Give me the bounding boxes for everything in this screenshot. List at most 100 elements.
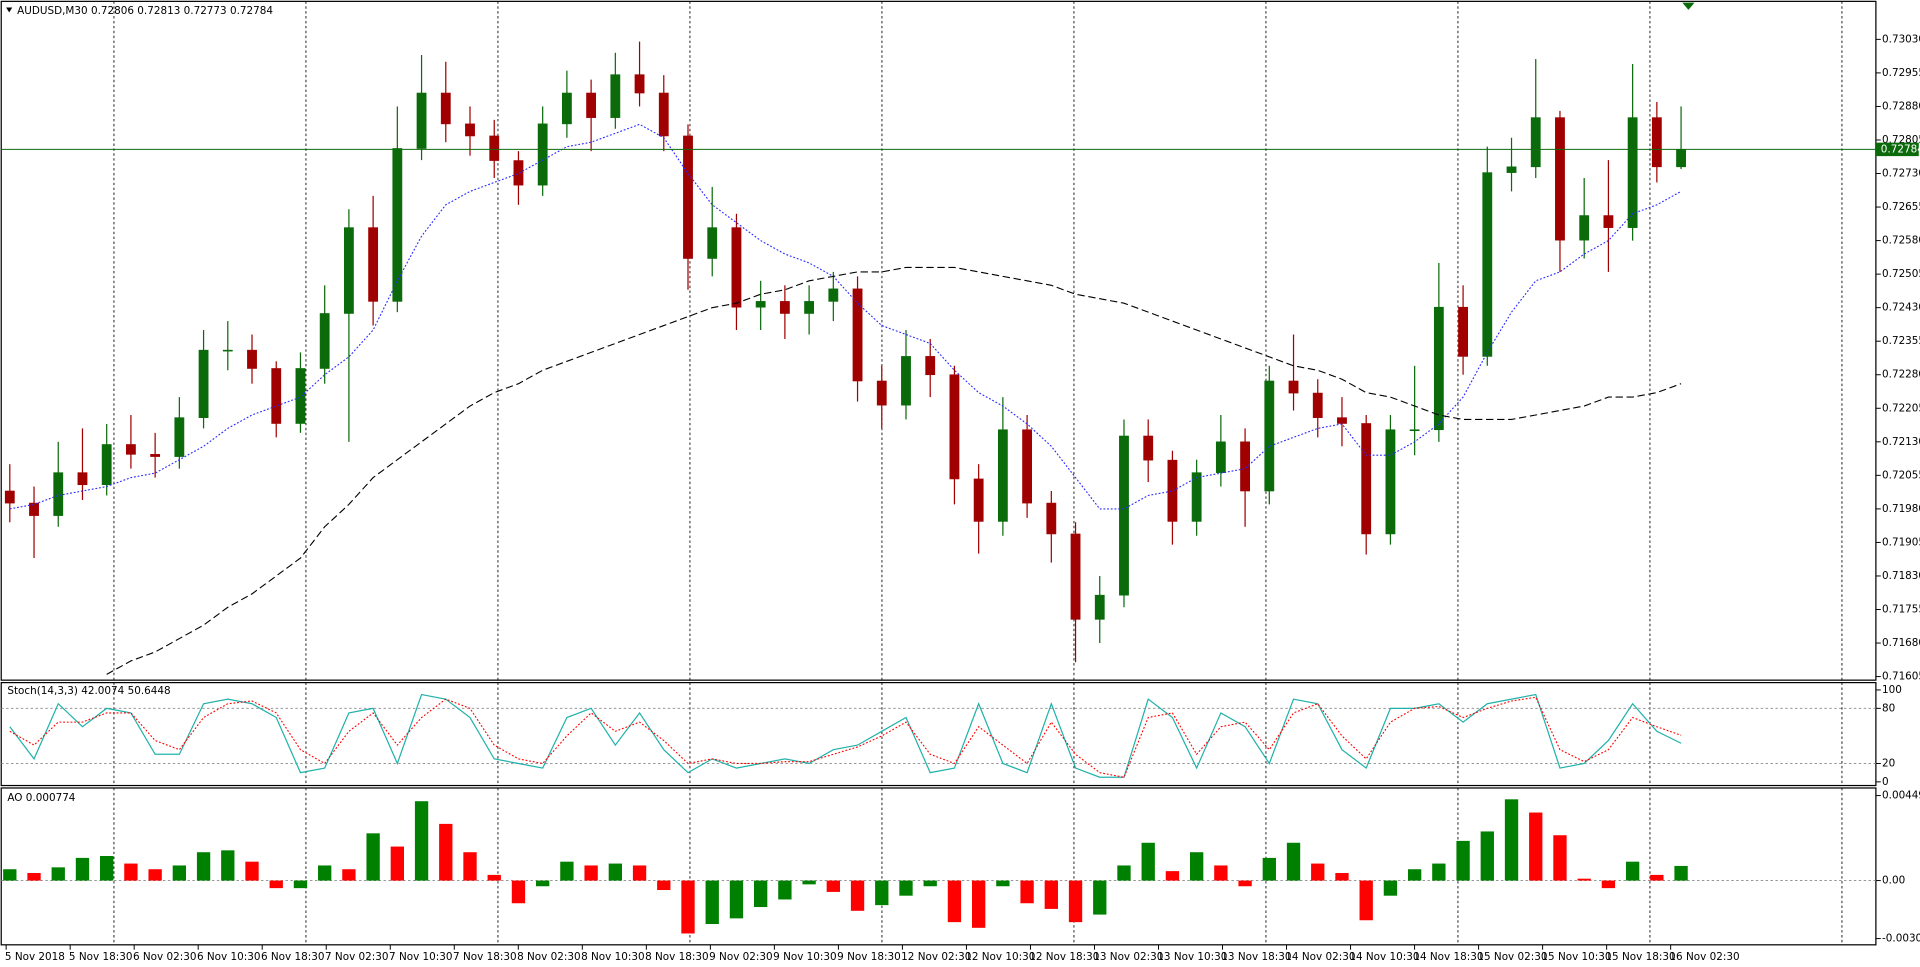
candle-body: [1240, 441, 1250, 492]
y-tick-label: -0.00307: [1882, 933, 1920, 945]
ao-bar: [1601, 880, 1616, 889]
y-tick-label: 0.004498: [1882, 790, 1920, 802]
candle-body: [1167, 459, 1178, 522]
candle-body: [440, 92, 451, 125]
candle-body: [271, 368, 282, 424]
ao-bar: [1359, 880, 1373, 921]
x-tick-label: 9 Nov 02:30: [709, 951, 773, 963]
ao-bar: [1311, 863, 1325, 881]
y-tick-label: 0.72655: [1882, 201, 1920, 213]
candle-body: [658, 92, 669, 137]
ao-bar: [632, 865, 647, 881]
candle-body: [150, 454, 161, 457]
x-tick-label: 15 Nov 10:30: [1541, 951, 1611, 963]
candle-body: [416, 92, 427, 149]
candle-body: [1506, 166, 1517, 173]
x-tick-label: 8 Nov 02:30: [517, 951, 581, 963]
ao-bar: [1068, 880, 1083, 923]
candle-body: [247, 349, 257, 369]
candle-body: [876, 380, 887, 406]
ao-bar: [1480, 831, 1494, 881]
candle-body: [1555, 117, 1565, 241]
ao-bar: [1238, 880, 1252, 887]
y-tick-label: 0.71755: [1882, 604, 1920, 616]
candle-body: [513, 160, 524, 186]
ao-bar: [729, 880, 744, 919]
ao-bar: [923, 880, 937, 887]
candle-body: [1482, 172, 1493, 357]
y-tick-label: 0.72955: [1882, 67, 1920, 79]
ao-bar: [875, 880, 889, 906]
y-tick-label: 0.71605: [1882, 671, 1920, 683]
ao-bar: [1432, 863, 1446, 881]
ao-bar: [3, 869, 17, 881]
candle-body: [537, 123, 548, 186]
x-tick-label: 13 Nov 18:30: [1221, 951, 1291, 963]
ao-bar: [1625, 861, 1640, 881]
ao-bar: [293, 880, 308, 889]
x-tick-label: 14 Nov 02:30: [1285, 951, 1355, 963]
ao-bar: [245, 861, 259, 881]
candle-body: [29, 502, 39, 516]
y-tick-label: 0.71905: [1882, 536, 1920, 548]
candle-body: [804, 301, 815, 314]
x-tick-label: 5 Nov 18:30: [69, 951, 133, 963]
candle-body: [1337, 417, 1347, 424]
candle-body: [1579, 215, 1590, 241]
x-tick-label: 7 Nov 10:30: [389, 951, 453, 963]
x-tick-label: 5 Nov 2018: [5, 951, 65, 963]
ao-bar: [1674, 865, 1688, 881]
candle-body: [1119, 435, 1129, 596]
ao-bar: [754, 880, 768, 908]
candle-body: [295, 368, 306, 424]
candle-body: [1264, 380, 1275, 492]
ao-bar: [1141, 842, 1155, 881]
ao-bar: [608, 863, 622, 881]
y-tick-label: 0.72055: [1882, 469, 1920, 481]
ao-bar: [487, 874, 501, 881]
ao-bar: [1383, 880, 1398, 896]
y-tick-label: 0.73030: [1882, 33, 1920, 45]
price-title: AUDUSD,M30 0.72806 0.72813 0.72773 0.727…: [17, 5, 273, 17]
candle-body: [683, 135, 693, 259]
x-tick-label: 8 Nov 18:30: [645, 951, 709, 963]
x-tick-label: 8 Nov 10:30: [581, 951, 645, 963]
candle-body: [949, 374, 960, 480]
ao-bar: [342, 869, 356, 881]
x-tick-label: 7 Nov 02:30: [325, 951, 389, 963]
candle-body: [319, 313, 330, 369]
candle-body: [586, 92, 597, 118]
ao-bar: [100, 856, 114, 881]
y-tick-label: 0.00: [1882, 875, 1905, 887]
candle-body: [4, 490, 15, 504]
candle-body: [1191, 472, 1202, 522]
candle-body: [997, 429, 1008, 522]
ao-bar: [1504, 799, 1519, 881]
stoch-title: Stoch(14,3,3) 42.0074 50.6448: [7, 685, 170, 697]
ao-bar: [826, 880, 840, 892]
x-tick-label: 16 Nov 02:30: [1669, 951, 1739, 963]
y-tick-label: 100: [1882, 684, 1902, 696]
ao-bar: [850, 880, 865, 911]
candle-body: [489, 135, 500, 161]
ao-bar: [705, 880, 719, 925]
ao-bar: [1650, 874, 1664, 881]
candle-body: [1651, 117, 1662, 168]
ao-bar: [996, 880, 1010, 887]
x-tick-label: 7 Nov 18:30: [453, 951, 517, 963]
ao-bar: [802, 880, 816, 885]
candle-body: [368, 227, 379, 302]
candle-body: [1433, 306, 1444, 431]
ao-bar: [681, 880, 695, 934]
candle-body: [1627, 117, 1638, 228]
ao-bar: [463, 852, 477, 881]
candle-body: [1046, 502, 1057, 535]
ao-bar: [390, 846, 405, 881]
y-tick-label: 0.72505: [1882, 268, 1920, 280]
candle-body: [1094, 594, 1105, 620]
ao-bar: [318, 865, 332, 881]
candle-body: [77, 472, 88, 486]
